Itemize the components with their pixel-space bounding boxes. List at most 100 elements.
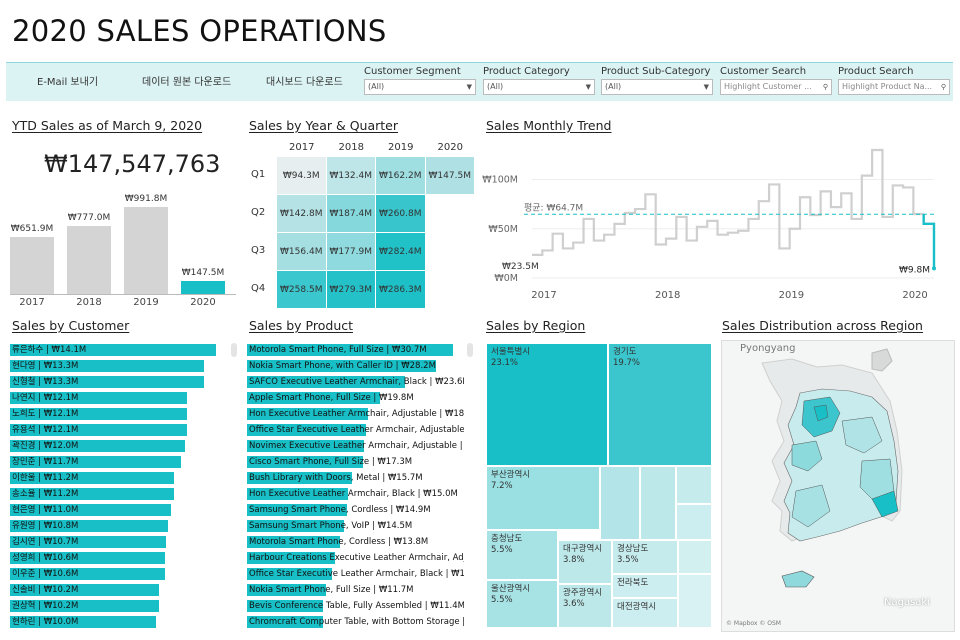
- sales-bar[interactable]: [10, 344, 216, 356]
- quarter-cell[interactable]: ₩147.5M: [425, 157, 475, 195]
- ytd-bar[interactable]: [67, 225, 111, 294]
- quarter-cell[interactable]: ₩177.9M: [326, 233, 376, 271]
- customer-scrollbar[interactable]: [231, 343, 237, 357]
- product-search[interactable]: Product Search Highlight Product Na... ⚲: [838, 66, 950, 95]
- sales-bar[interactable]: [247, 344, 453, 356]
- customer-search[interactable]: Customer Search Highlight Customer ... ⚲: [720, 66, 832, 95]
- customer-row[interactable]: 김시연 | ₩10.7M: [10, 536, 232, 548]
- filter-dropdown[interactable]: (All) ▼: [601, 79, 713, 95]
- sales-bar[interactable]: [247, 568, 333, 580]
- treemap-cell-gyeonggi[interactable]: 경기도 19.7%: [608, 343, 712, 466]
- product-row[interactable]: Nokia Smart Phone, Full Size | ₩11.7M: [247, 584, 464, 596]
- product-row[interactable]: Bevis Conference Table, Fully Assembled …: [247, 600, 464, 612]
- quarter-cell[interactable]: ₩132.4M: [326, 157, 376, 195]
- sales-bar[interactable]: [10, 520, 168, 532]
- quarter-cell[interactable]: ₩187.4M: [326, 195, 376, 233]
- quarter-cell[interactable]: ₩260.8M: [376, 195, 426, 233]
- product-row[interactable]: Hon Executive Leather Armchair, Black | …: [247, 488, 464, 500]
- sales-bar[interactable]: [247, 488, 348, 500]
- product-row[interactable]: Samsung Smart Phone, VoIP | ₩14.5M: [247, 520, 464, 532]
- sales-bar[interactable]: [10, 392, 187, 404]
- product-row[interactable]: Bush Library with Doors, Metal | ₩15.7M: [247, 472, 464, 484]
- sales-bar[interactable]: [247, 536, 340, 548]
- ytd-bar[interactable]: [181, 281, 225, 294]
- ytd-bar[interactable]: [124, 206, 168, 294]
- customer-row[interactable]: 이우준 | ₩10.6M: [10, 568, 232, 580]
- sales-bar[interactable]: [10, 360, 205, 372]
- customer-row[interactable]: 노희도 | ₩12.1M: [10, 408, 232, 420]
- customer-row[interactable]: 신형철 | ₩13.3M: [10, 376, 232, 388]
- treemap-cell-daegu[interactable]: 대구광역시 3.8%: [558, 540, 612, 584]
- customer-row[interactable]: 현은영 | ₩11.0M: [10, 504, 232, 516]
- treemap-cell-small[interactable]: [676, 504, 712, 540]
- sales-bar[interactable]: [10, 584, 160, 596]
- quarter-cell[interactable]: ₩162.2M: [376, 157, 426, 195]
- sales-bar[interactable]: [247, 504, 347, 516]
- filter-dropdown[interactable]: (All) ▼: [483, 79, 595, 95]
- treemap-cell-small[interactable]: [640, 466, 676, 540]
- sales-bar[interactable]: [10, 424, 187, 436]
- region-treemap[interactable]: 서울특별시 23.1% 경기도 19.7% 부산광역시 7.2% 충청남도 5.5% 울…: [486, 343, 712, 628]
- quarter-cell[interactable]: ₩156.4M: [277, 233, 327, 271]
- customer-search-input[interactable]: Highlight Customer ... ⚲: [720, 79, 832, 95]
- sales-bar[interactable]: [247, 472, 353, 484]
- sales-bar[interactable]: [247, 360, 437, 372]
- sales-bar[interactable]: [10, 408, 187, 420]
- sales-bar[interactable]: [247, 456, 364, 468]
- sales-bar[interactable]: [10, 600, 160, 612]
- customer-row[interactable]: 이한울 | ₩11.2M: [10, 472, 232, 484]
- sales-bar[interactable]: [10, 552, 165, 564]
- treemap-cell-jeonbuk[interactable]: 전라북도: [612, 574, 678, 598]
- sales-bar[interactable]: [10, 488, 174, 500]
- product-row[interactable]: Motorola Smart Phone, Full Size | ₩30.7M: [247, 344, 464, 356]
- sales-bar[interactable]: [247, 424, 367, 436]
- customer-row[interactable]: 유원영 | ₩10.8M: [10, 520, 232, 532]
- treemap-cell-small[interactable]: [678, 540, 712, 574]
- data-download-button[interactable]: 데이터 원본 다운로드: [142, 77, 232, 88]
- email-button[interactable]: E-Mail 보내기: [37, 77, 99, 88]
- customer-row[interactable]: 류은하수 | ₩14.1M: [10, 344, 232, 356]
- quarter-cell[interactable]: ₩94.3M: [277, 157, 327, 195]
- sales-bar[interactable]: [247, 616, 323, 628]
- sales-bar[interactable]: [10, 440, 186, 452]
- treemap-cell-gwangju[interactable]: 광주광역시 3.6%: [558, 584, 612, 628]
- sales-bar[interactable]: [247, 520, 345, 532]
- treemap-cell-chungnam[interactable]: 충청남도 5.5%: [486, 530, 558, 580]
- quarter-cell[interactable]: ₩258.5M: [277, 271, 327, 309]
- customer-row[interactable]: 신솔비 | ₩10.2M: [10, 584, 232, 596]
- product-row[interactable]: Office Star Executive Leather Armchair, …: [247, 424, 464, 436]
- sales-bar[interactable]: [10, 616, 157, 628]
- ytd-bar[interactable]: [10, 236, 54, 294]
- product-row[interactable]: Harbour Creations Executive Leather Armc…: [247, 552, 464, 564]
- sales-bar[interactable]: [247, 552, 335, 564]
- product-search-input[interactable]: Highlight Product Na... ⚲: [838, 79, 950, 95]
- product-row[interactable]: Hon Executive Leather Armchair, Adjustab…: [247, 408, 464, 420]
- dashboard-download-button[interactable]: 대시보드 다운로드: [266, 77, 343, 88]
- sales-bar[interactable]: [10, 456, 181, 468]
- sales-bar[interactable]: [247, 408, 369, 420]
- customer-segment-filter[interactable]: Customer Segment (All) ▼: [364, 66, 476, 95]
- quarter-cell[interactable]: ₩282.4M: [376, 233, 426, 271]
- customer-row[interactable]: 현하린 | ₩10.0M: [10, 616, 232, 628]
- treemap-cell-busan[interactable]: 부산광역시 7.2%: [486, 466, 600, 530]
- treemap-cell-small[interactable]: [600, 466, 640, 540]
- treemap-cell-daejeon[interactable]: 대전광역시: [612, 598, 678, 628]
- filter-dropdown[interactable]: (All) ▼: [364, 79, 476, 95]
- product-row[interactable]: Cisco Smart Phone, Full Size | ₩17.3M: [247, 456, 464, 468]
- sales-bar[interactable]: [10, 536, 167, 548]
- quarter-cell[interactable]: ₩142.8M: [277, 195, 327, 233]
- customer-row[interactable]: 곽진경 | ₩12.0M: [10, 440, 232, 452]
- sales-bar[interactable]: [247, 584, 326, 596]
- product-subcategory-filter[interactable]: Product Sub-Category (All) ▼: [601, 66, 713, 95]
- sales-bar[interactable]: [247, 440, 365, 452]
- treemap-cell-ulsan[interactable]: 울산광역시 5.5%: [486, 580, 558, 628]
- product-scrollbar[interactable]: [467, 343, 473, 357]
- product-row[interactable]: Chromcraft Computer Table, with Bottom S…: [247, 616, 464, 628]
- product-row[interactable]: Novimex Executive Leather Armchair, Adju…: [247, 440, 464, 452]
- customer-row[interactable]: 현다영 | ₩13.3M: [10, 360, 232, 372]
- treemap-cell-small[interactable]: [678, 574, 712, 628]
- sales-bar[interactable]: [10, 568, 165, 580]
- quarter-cell[interactable]: ₩286.3M: [376, 271, 426, 309]
- treemap-cell-small[interactable]: [676, 466, 712, 504]
- product-row[interactable]: Motorola Smart Phone, Cordless | ₩13.8M: [247, 536, 464, 548]
